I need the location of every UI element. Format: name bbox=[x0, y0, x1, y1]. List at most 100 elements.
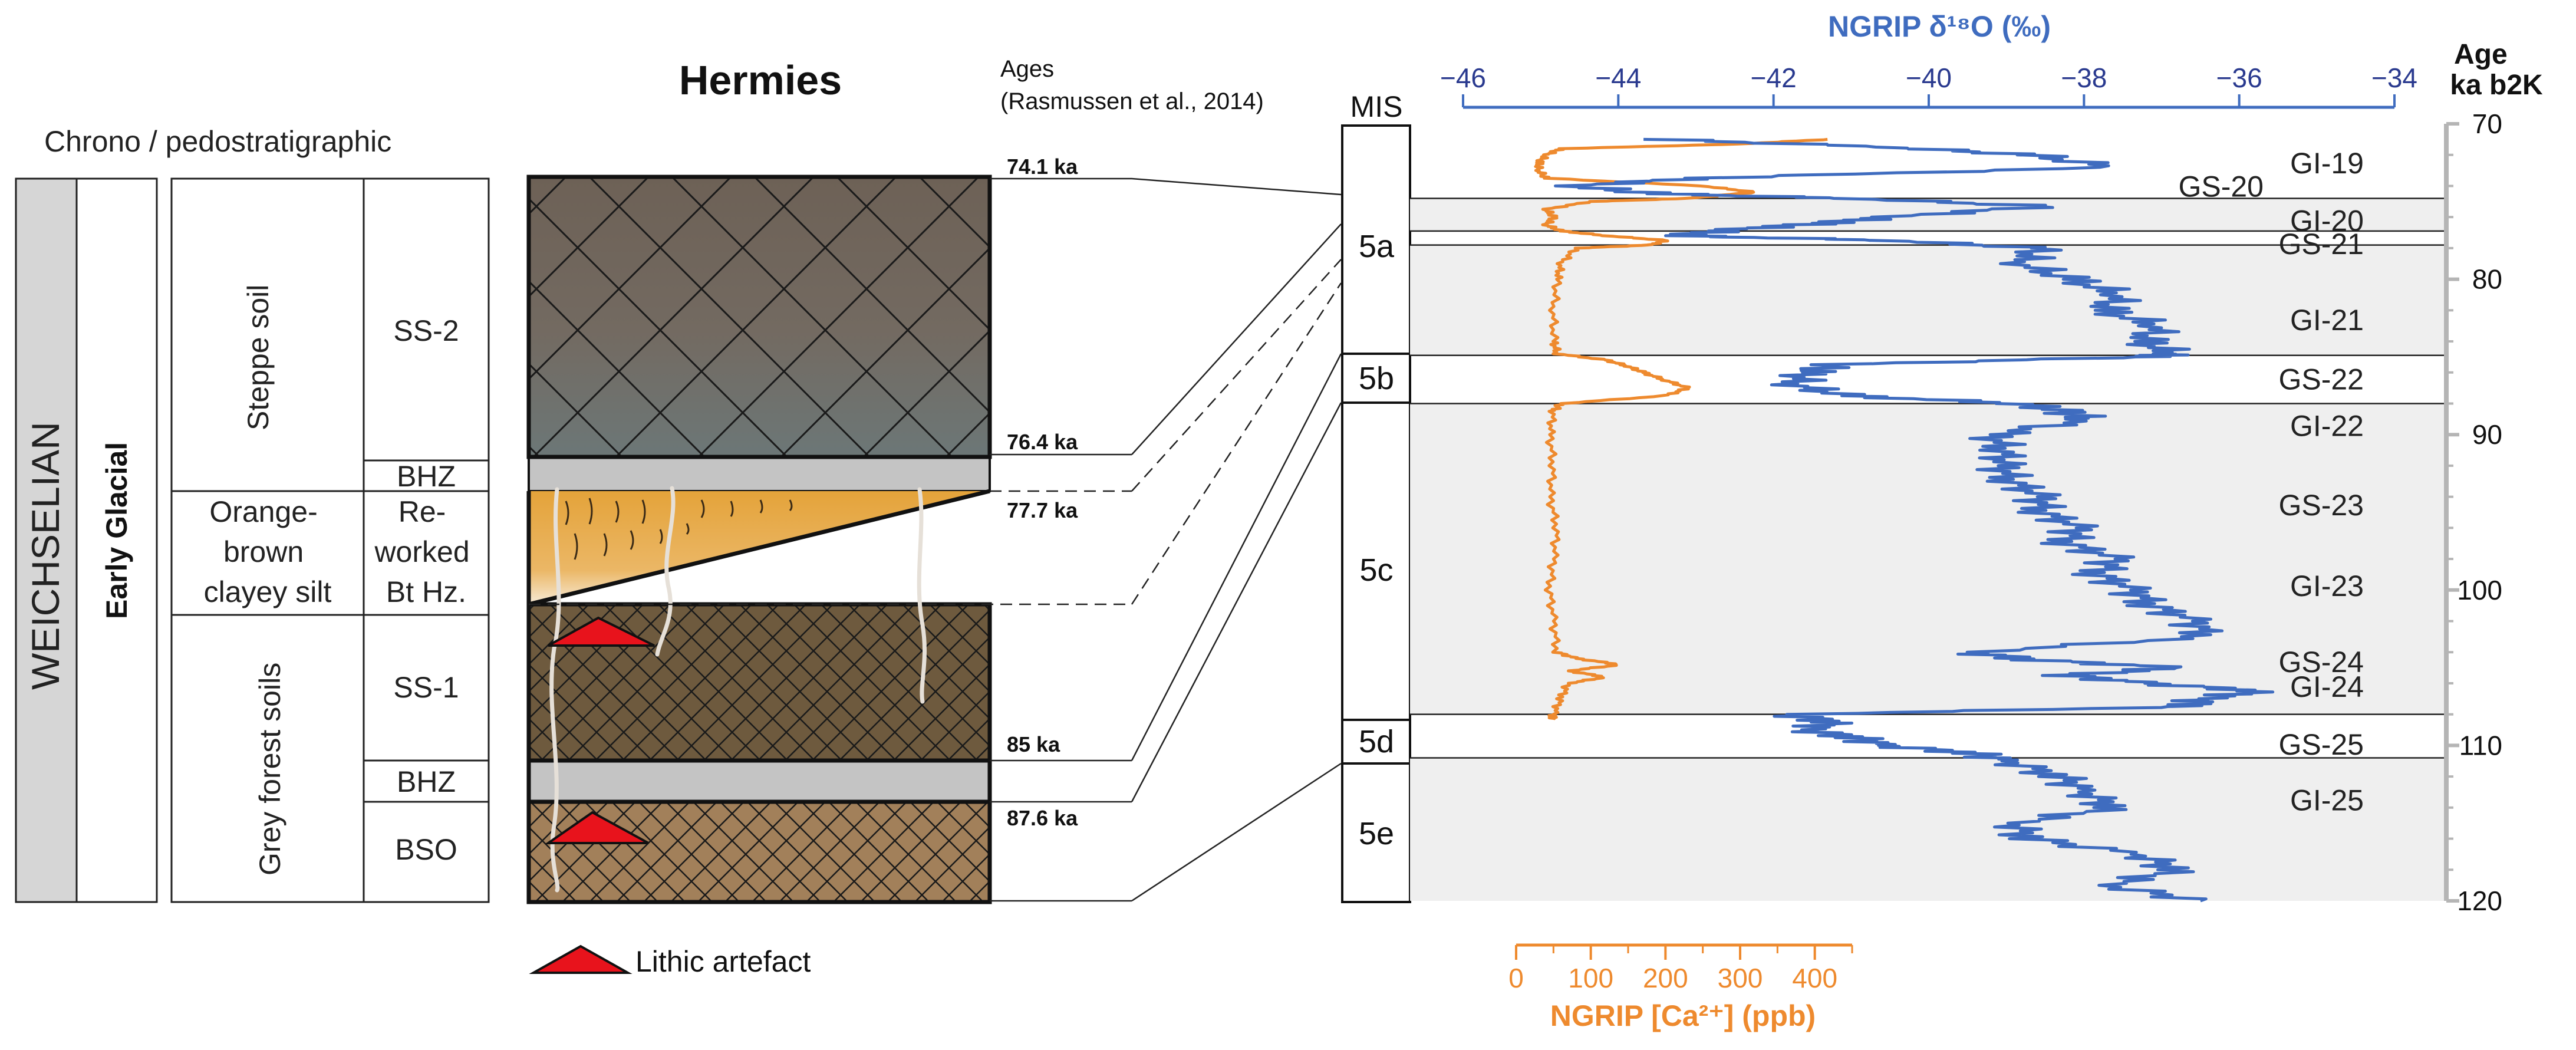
ca-tick-label: 100 bbox=[1568, 963, 1613, 993]
correlation-lines bbox=[990, 177, 1342, 902]
early-glacial-column bbox=[75, 177, 158, 903]
event-label-gi-19: GI-19 bbox=[2290, 147, 2364, 180]
age-tick-label: 100 bbox=[2457, 575, 2502, 605]
age-76-4: 76.4 ka bbox=[1007, 430, 1078, 454]
d18o-tick-label: −40 bbox=[1906, 62, 1952, 93]
d18o-series-line bbox=[1554, 137, 2275, 903]
interstadial-band-3 bbox=[1410, 403, 2446, 715]
ca-tick-label: 0 bbox=[1508, 963, 1524, 993]
chrono-header: Chrono / pedostratigraphic bbox=[44, 125, 391, 158]
horizon-reworked: Re- worked Bt Hz. bbox=[374, 495, 477, 608]
age-77-7: 77.7 ka bbox=[1007, 498, 1078, 522]
horizon-bhz-lower: BHZ bbox=[397, 765, 456, 798]
mis-5d: 5d bbox=[1359, 724, 1394, 759]
d18o-tick-label: −42 bbox=[1751, 62, 1797, 93]
site-title: Hermies bbox=[679, 57, 842, 103]
age-85: 85 ka bbox=[1007, 732, 1060, 756]
horizon-bso: BSO bbox=[395, 833, 457, 866]
d18o-tick-label: −44 bbox=[1595, 62, 1641, 93]
layer-bhz-upper bbox=[528, 456, 991, 492]
age-axis-label-line-2: ka b2K bbox=[2450, 70, 2543, 101]
age-87-6: 87.6 ka bbox=[1007, 806, 1078, 830]
d18o-tick-label: −36 bbox=[2216, 62, 2262, 93]
horizon-reworked-line-3: Bt Hz. bbox=[386, 575, 466, 608]
d18o-axis-ticks: −46 −44 −42 −40 −38 −36 −34 bbox=[1440, 62, 2417, 107]
horizon-ss2: SS-2 bbox=[393, 314, 459, 347]
horizon-ss1: SS-1 bbox=[393, 671, 459, 704]
d18o-tick-label: −38 bbox=[2061, 62, 2107, 93]
unit-steppe-soil: Steppe soil bbox=[242, 285, 275, 430]
weichselian-label: WEICHSELIAN bbox=[24, 422, 67, 690]
event-label-gi-25: GI-25 bbox=[2290, 784, 2364, 817]
lithic-artefact-upper bbox=[548, 616, 655, 647]
section-log bbox=[526, 175, 992, 904]
section-borders bbox=[526, 175, 992, 904]
layer-bhz-lower bbox=[529, 761, 990, 802]
event-label-gi-21: GI-21 bbox=[2290, 304, 2364, 337]
event-label-gs-23: GS-23 bbox=[2278, 489, 2364, 522]
event-label-gi-22: GI-22 bbox=[2290, 409, 2364, 442]
age-tick-label: 80 bbox=[2472, 264, 2502, 295]
event-label-gs-22: GS-22 bbox=[2278, 363, 2364, 396]
early-glacial-label: Early Glacial bbox=[100, 442, 133, 619]
lithic-legend-label: Lithic artefact bbox=[635, 945, 811, 978]
event-label-gs-25: GS-25 bbox=[2278, 728, 2364, 761]
correlation-dashed bbox=[529, 259, 1342, 605]
weichselian-column bbox=[15, 177, 78, 903]
ca-axis-ticks: 0 100 200 300 400 bbox=[1508, 945, 1853, 993]
event-label-gi-23: GI-23 bbox=[2290, 570, 2364, 603]
ages-header-line-1: Ages bbox=[1000, 56, 1054, 82]
event-label-gs-24: GS-24 bbox=[2278, 646, 2364, 679]
event-boundaries bbox=[1410, 198, 2446, 759]
age-axis-label-line-1: Age bbox=[2454, 39, 2508, 70]
interstadial-band-2 bbox=[1410, 245, 2446, 356]
interstadial-bands bbox=[1410, 198, 2446, 901]
orange-silt-base bbox=[528, 489, 990, 607]
age-tick-label: 110 bbox=[2459, 730, 2502, 761]
lithic-legend-icon bbox=[529, 944, 633, 974]
event-label-gi-20: GI-20 bbox=[2290, 204, 2364, 237]
age-74-1: 74.1 ka bbox=[1007, 154, 1078, 179]
unit-grey-forest-soils: Grey forest soils bbox=[253, 663, 286, 875]
interstadial-band-4 bbox=[1410, 758, 2446, 901]
age-tick-label: 90 bbox=[2472, 419, 2502, 450]
mis-column bbox=[1341, 124, 1411, 903]
event-label-gs-21: GS-21 bbox=[2278, 228, 2364, 261]
mis-5a: 5a bbox=[1359, 229, 1395, 264]
d18o-tick-label: −34 bbox=[2371, 62, 2417, 93]
ngrip-chart: NGRIP δ¹⁸O (‰) −46 −44 −42 −40 −38 −36 −34 Age… bbox=[1410, 10, 2543, 1032]
lithic-artefact-lower bbox=[544, 811, 649, 844]
ca-tick-label: 400 bbox=[1792, 963, 1837, 993]
unit-orange-line-2: brown bbox=[223, 535, 304, 568]
event-label-gs-20: GS-20 bbox=[2178, 170, 2264, 203]
horizon-reworked-line-2: worked bbox=[374, 535, 469, 568]
horizon-bhz-upper: BHZ bbox=[397, 460, 456, 493]
unit-orange-brown: Orange- brown clayey silt bbox=[204, 495, 332, 608]
units-column bbox=[170, 177, 365, 903]
ca-axis-label: NGRIP [Ca²⁺] (ppb) bbox=[1550, 999, 1816, 1032]
age-axis-label: Age ka b2K bbox=[2450, 39, 2543, 101]
unit-orange-line-3: clayey silt bbox=[204, 575, 332, 608]
mis-header: MIS bbox=[1350, 90, 1403, 123]
root-traces bbox=[549, 486, 927, 893]
mis-5b: 5b bbox=[1359, 361, 1394, 396]
horizons-column bbox=[363, 177, 490, 903]
layer-ss2-hatch bbox=[529, 177, 990, 457]
ca-tick-label: 300 bbox=[1718, 963, 1763, 993]
age-tick-label: 70 bbox=[2472, 108, 2502, 139]
horizon-reworked-line-1: Re- bbox=[398, 495, 446, 528]
event-label-gi-24: GI-24 bbox=[2290, 670, 2364, 703]
mis-5e: 5e bbox=[1359, 816, 1394, 851]
ages-header-line-2: (Rasmussen et al., 2014) bbox=[1000, 88, 1264, 114]
ca-tick-label: 200 bbox=[1643, 963, 1688, 993]
ca-series-line bbox=[1534, 137, 1828, 720]
age-tick-label: 120 bbox=[2457, 886, 2502, 916]
age-axis-ticks: 70 80 90 100 110 120 bbox=[2446, 108, 2502, 916]
mis-5c: 5c bbox=[1359, 552, 1393, 588]
unit-orange-line-1: Orange- bbox=[209, 495, 317, 528]
d18o-tick-label: −46 bbox=[1440, 62, 1486, 93]
d18o-axis-label: NGRIP δ¹⁸O (‰) bbox=[1828, 10, 2051, 43]
ages-header: Ages (Rasmussen et al., 2014) bbox=[1000, 56, 1264, 114]
